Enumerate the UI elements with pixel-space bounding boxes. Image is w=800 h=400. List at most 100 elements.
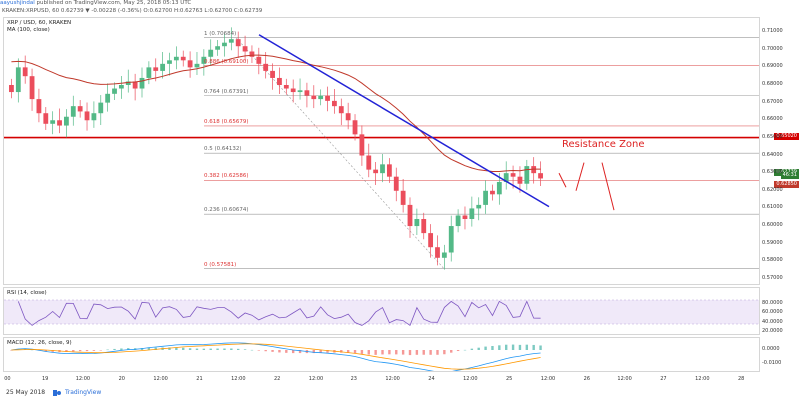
time-tick: 12:00 — [153, 376, 168, 382]
macd-bar — [429, 350, 432, 355]
time-tick: 21 — [196, 376, 203, 382]
candle-body — [318, 95, 324, 100]
macd-bar — [498, 345, 501, 350]
macd-bar — [374, 350, 377, 355]
fib-label: 0.886 (0.69100) — [204, 58, 249, 65]
macd-bar — [381, 350, 384, 355]
candle-body — [304, 90, 310, 96]
macd-bar — [319, 350, 322, 353]
macd-bar — [312, 350, 315, 354]
candle-body — [180, 56, 186, 61]
fib-label: 0.764 (0.67391) — [204, 88, 249, 95]
price-pane[interactable]: XRP / USD, 60, KRAKEN MA (100, close) 1 … — [3, 17, 760, 285]
footer: 25 May 2018 TradingView — [6, 389, 101, 396]
macd-bar — [216, 348, 219, 350]
macd-bar — [72, 350, 75, 352]
price-tick: 0.65000 — [762, 133, 783, 140]
author-link[interactable]: aayushjindal — [0, 0, 35, 6]
macd-axis[interactable]: 0.0000 -0.0100 — [760, 337, 800, 372]
candle-body — [208, 49, 214, 57]
price-axis[interactable]: 0.65020 0.62739 46:31 0.62850 0.710000.7… — [760, 17, 800, 285]
price-tick: 0.68000 — [762, 81, 783, 87]
macd-bar — [195, 348, 199, 350]
time-tick: 22 — [273, 376, 281, 382]
macd-pane[interactable]: MACD (12, 26, close, 9) — [3, 337, 760, 372]
time-axis[interactable]: 00 19 12:00 20 12:00 21 12:00 22 12:00 23 12:00 24 1… — [3, 374, 760, 384]
rsi-tick: 60.0000 — [762, 309, 783, 316]
macd-bar — [85, 350, 89, 352]
candle-body — [50, 120, 56, 124]
time-tick: 28 — [737, 376, 745, 382]
rsi-legend: RSI (14, close) — [7, 290, 47, 296]
macd-bar — [518, 344, 522, 350]
candle-body — [139, 77, 145, 89]
macd-tick: 0.0000 — [762, 346, 780, 352]
candles — [9, 27, 543, 270]
macd-bar — [92, 350, 96, 351]
price-chart — [4, 27, 759, 270]
candle-body — [201, 56, 207, 64]
time-tick: 19 — [41, 376, 49, 382]
price-tick: 0.69000 — [762, 63, 783, 70]
candle-body — [91, 113, 97, 121]
macd-bar — [44, 350, 47, 352]
candle-body — [64, 116, 69, 126]
candle-body — [332, 100, 337, 107]
candle-body — [359, 134, 365, 156]
candle-body — [380, 164, 385, 174]
time-tick: 27 — [660, 376, 667, 382]
candle-body — [393, 176, 399, 191]
tradingview-logo-icon — [53, 389, 62, 396]
candle-body — [538, 173, 543, 179]
candle-body — [338, 106, 344, 114]
candle-body — [386, 164, 392, 177]
macd-bar — [202, 348, 206, 350]
footer-date: 25 May 2018 — [6, 389, 46, 396]
macd-bar — [147, 347, 151, 350]
fib-levels — [204, 37, 759, 270]
candle-body — [345, 113, 351, 121]
candle-body — [146, 67, 152, 78]
macd-bar — [243, 349, 247, 350]
macd-bar — [422, 350, 425, 355]
candle-body — [173, 56, 179, 61]
macd-bar — [401, 350, 405, 355]
candle-body — [469, 208, 475, 219]
rsi-axis[interactable]: 80.0000 60.0000 40.0000 20.0000 — [760, 287, 800, 335]
macd-bar — [113, 348, 116, 350]
rsi-band — [4, 300, 759, 324]
price-tick: 0.64000 — [762, 151, 783, 158]
arrow-down-2 — [601, 162, 615, 211]
candle-body — [215, 46, 220, 50]
macd-bar — [271, 350, 274, 352]
candle-body — [187, 60, 193, 68]
macd-bar — [491, 346, 494, 350]
macd-bar — [188, 348, 192, 350]
fib-label: 0.5 (0.64132) — [204, 146, 242, 153]
macd-bar — [408, 350, 412, 356]
quote-line: KRAKEN:XRPUSD, 60 0.62739 ▼ -0.00228 (-0… — [2, 8, 263, 14]
fib-label: 0.382 (0.62586) — [204, 173, 249, 180]
candle-body — [249, 51, 255, 57]
candle-body — [84, 111, 90, 121]
macd-bar — [140, 348, 144, 350]
rsi-pane[interactable]: RSI (14, close) — [3, 287, 760, 335]
macd-bar — [257, 350, 261, 351]
candle-body — [222, 42, 227, 47]
fib-label: 0 (0.57581) — [204, 261, 237, 268]
macd-bar — [285, 350, 288, 353]
publish-text: published on TradingView.com, May 25, 20… — [36, 0, 192, 6]
candle-body — [352, 120, 358, 135]
time-tick: 25 — [505, 376, 513, 382]
time-tick: 12:00 — [385, 376, 400, 382]
candle-body — [421, 219, 427, 234]
rsi-line — [17, 300, 541, 327]
footer-brand[interactable]: TradingView — [64, 389, 102, 396]
time-tick: 12:00 — [695, 376, 710, 382]
price-tick: 0.60000 — [762, 222, 783, 229]
macd-bar — [505, 344, 508, 350]
macd-bar — [291, 350, 295, 354]
candle-body — [235, 39, 241, 47]
macd-bar — [175, 347, 178, 350]
candle-body — [194, 63, 200, 68]
